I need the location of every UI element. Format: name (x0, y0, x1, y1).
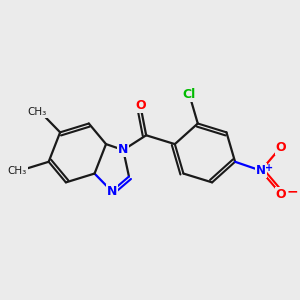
Text: O: O (276, 141, 286, 154)
Text: CH₃: CH₃ (28, 107, 47, 117)
Text: N: N (256, 164, 266, 177)
Text: N: N (106, 185, 117, 198)
Text: Cl: Cl (183, 88, 196, 100)
Text: O: O (135, 99, 146, 112)
Text: −: − (286, 185, 298, 199)
Text: N: N (118, 143, 128, 157)
Text: +: + (265, 163, 273, 173)
Text: CH₃: CH₃ (8, 166, 27, 176)
Text: O: O (276, 188, 286, 201)
